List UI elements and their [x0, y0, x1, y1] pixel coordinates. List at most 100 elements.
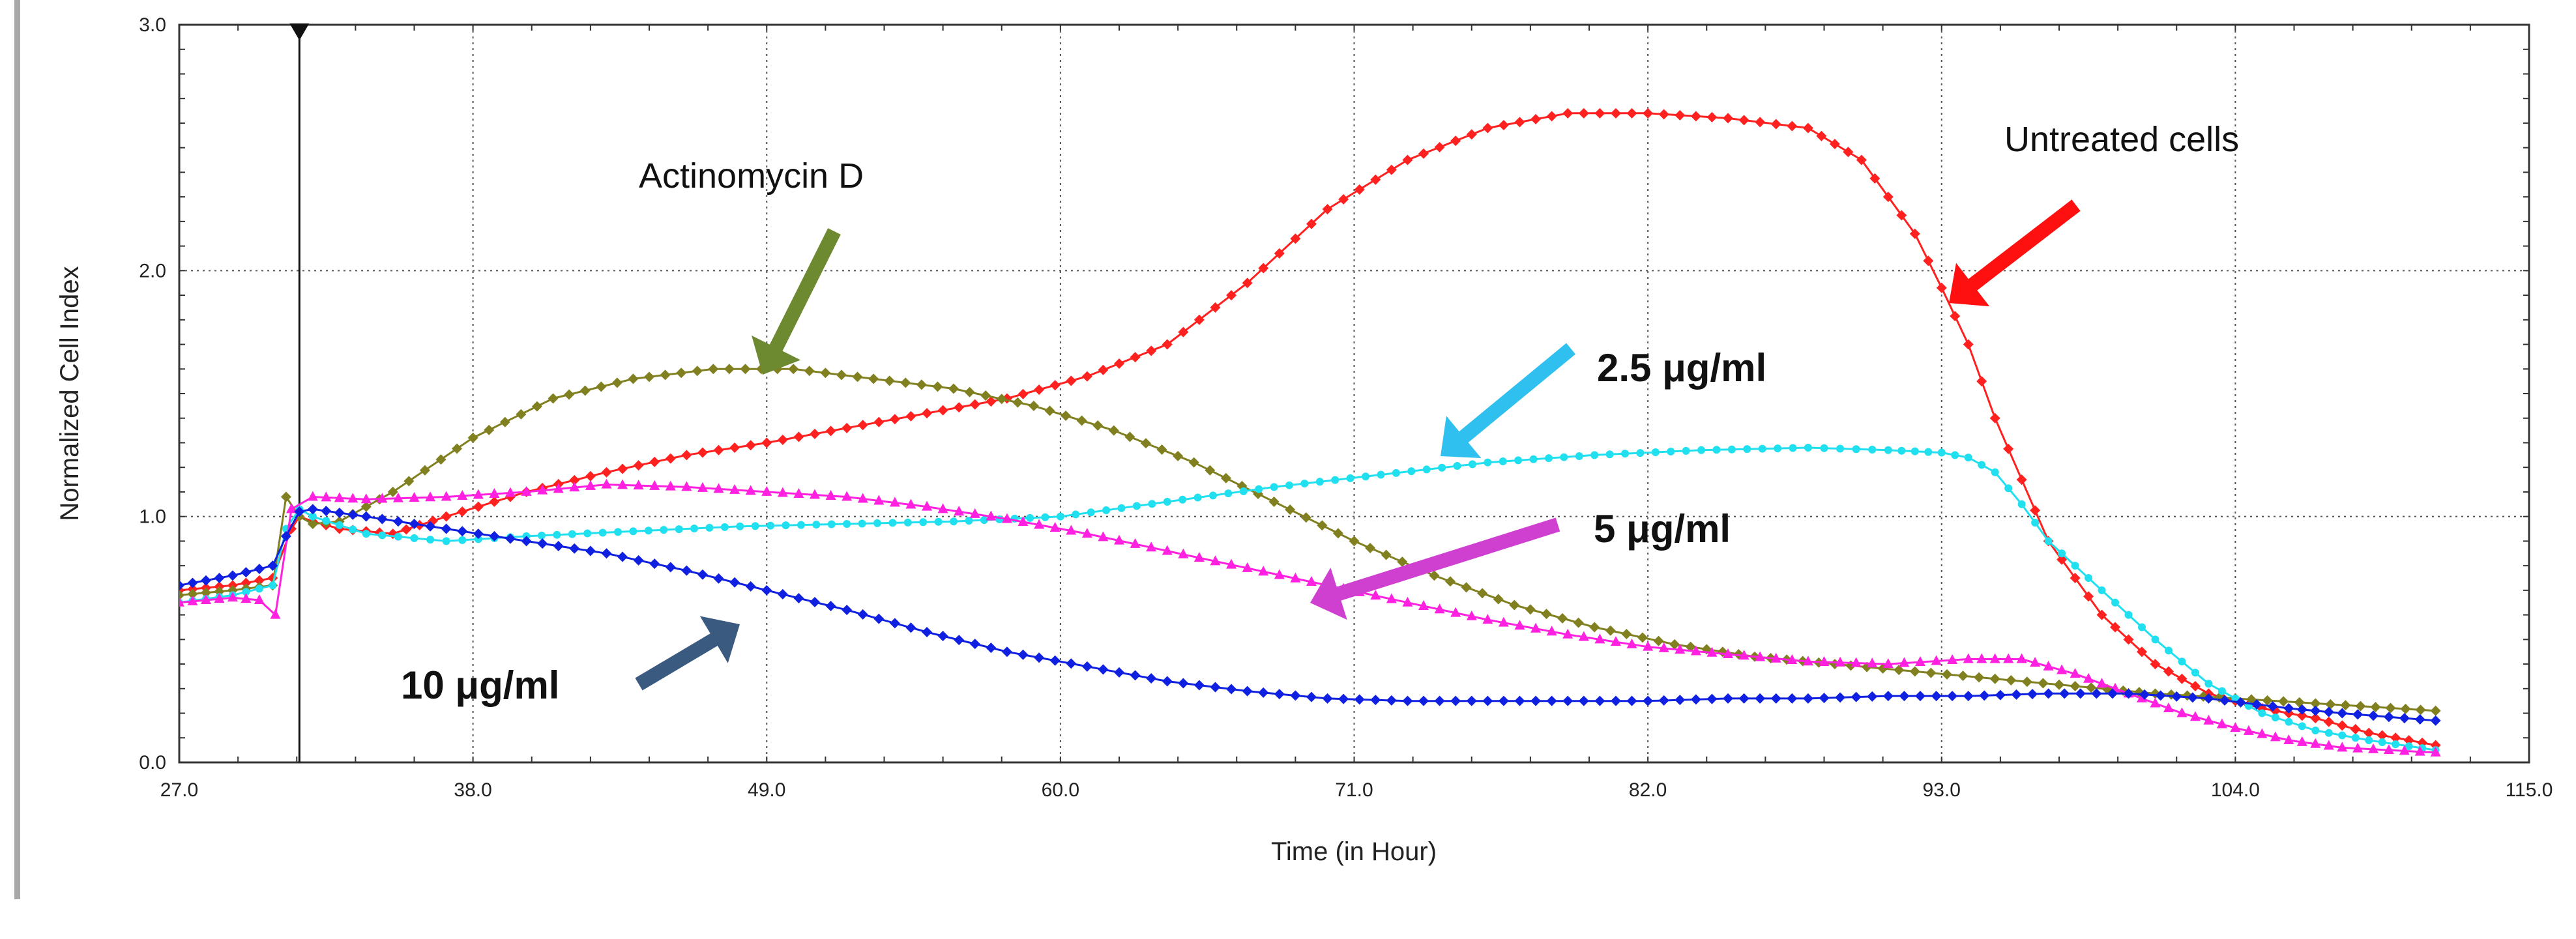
data-point	[553, 530, 561, 539]
data-point	[644, 371, 654, 383]
data-point	[394, 532, 402, 541]
data-point	[2323, 706, 2334, 717]
data-point	[1723, 113, 1734, 124]
data-point	[1770, 119, 1781, 130]
data-point	[954, 506, 965, 516]
data-point	[1108, 425, 1119, 436]
data-point	[1434, 695, 1445, 706]
data-point	[377, 493, 388, 503]
data-point	[1947, 691, 1958, 702]
data-point	[681, 481, 692, 491]
data-point	[713, 444, 724, 455]
data-point	[334, 492, 345, 502]
data-point	[583, 529, 592, 538]
data-point	[1444, 576, 1456, 587]
data-point	[1124, 431, 1135, 442]
data-point	[1407, 467, 1416, 476]
data-point	[1429, 570, 1440, 581]
data-point	[825, 489, 836, 500]
data-point	[241, 593, 252, 603]
data-point	[889, 618, 900, 629]
data-point	[1936, 282, 1947, 293]
data-point	[2136, 692, 2147, 702]
data-point	[270, 609, 281, 619]
data-point	[724, 364, 735, 375]
data-point	[2111, 598, 2120, 607]
data-point	[1285, 504, 1296, 515]
data-point	[1594, 633, 1605, 644]
data-point	[1362, 472, 1370, 481]
data-point	[937, 405, 948, 416]
data-point	[2123, 688, 2134, 699]
data-point	[633, 480, 644, 490]
data-point	[681, 565, 692, 576]
data-point	[660, 369, 671, 381]
data-point	[919, 518, 928, 527]
data-point	[1034, 652, 1045, 663]
data-point	[1268, 497, 1280, 508]
data-point	[2070, 668, 2081, 678]
data-point	[2235, 697, 2246, 708]
data-point	[761, 485, 772, 496]
data-point	[1562, 108, 1573, 119]
data-point	[1239, 487, 1248, 495]
data-point	[1017, 515, 1029, 526]
data-point	[948, 383, 959, 394]
data-point	[1530, 113, 1542, 124]
data-point	[1937, 448, 1946, 457]
data-point	[1130, 538, 1141, 548]
data-point	[905, 411, 916, 422]
data-point	[1712, 446, 1721, 454]
data-point	[2296, 710, 2307, 721]
data-point	[649, 558, 660, 570]
data-point	[553, 483, 564, 493]
data-point	[1509, 600, 1520, 611]
data-point	[1114, 358, 1124, 369]
data-point	[1066, 525, 1077, 535]
data-point	[1931, 691, 1942, 702]
data-point	[1044, 405, 1055, 416]
data-point	[1098, 664, 1109, 675]
data-point	[1205, 465, 1216, 476]
data-point	[1594, 108, 1605, 119]
data-point	[852, 371, 863, 383]
data-point	[2430, 746, 2441, 757]
data-point	[644, 527, 652, 535]
data-point	[2351, 734, 2360, 742]
data-point	[1386, 164, 1397, 175]
data-point	[2399, 713, 2410, 724]
data-point	[1758, 444, 1766, 453]
data-point	[1322, 204, 1333, 214]
data-point	[660, 526, 668, 534]
data-point	[1675, 695, 1686, 706]
data-point	[2258, 709, 2266, 717]
data-point	[1544, 454, 1553, 463]
data-point	[2176, 673, 2188, 684]
data-point	[242, 588, 250, 596]
data-point	[521, 536, 532, 547]
data-point	[729, 577, 740, 588]
data-point	[2003, 653, 2014, 663]
data-point	[179, 590, 184, 601]
data-point	[1894, 665, 1905, 676]
data-point	[633, 460, 644, 471]
x-axis-title: Time (in Hour)	[1271, 837, 1437, 866]
data-point	[1386, 593, 1397, 603]
data-point	[697, 447, 708, 458]
data-point	[2071, 562, 2079, 570]
data-point	[965, 517, 973, 525]
data-point	[713, 483, 724, 493]
data-point	[1610, 636, 1621, 646]
data-point	[1690, 645, 1701, 656]
data-point	[2151, 635, 2159, 644]
data-point	[900, 377, 911, 388]
data-point	[2163, 666, 2174, 677]
data-point	[2355, 701, 2366, 712]
data-point	[745, 440, 756, 451]
data-point	[729, 484, 740, 494]
series-1	[179, 364, 2441, 716]
y-tick-labels: 0.0 1.0 2.0 3.0	[139, 14, 166, 773]
data-point	[1976, 653, 1987, 663]
data-point	[1867, 657, 1878, 668]
